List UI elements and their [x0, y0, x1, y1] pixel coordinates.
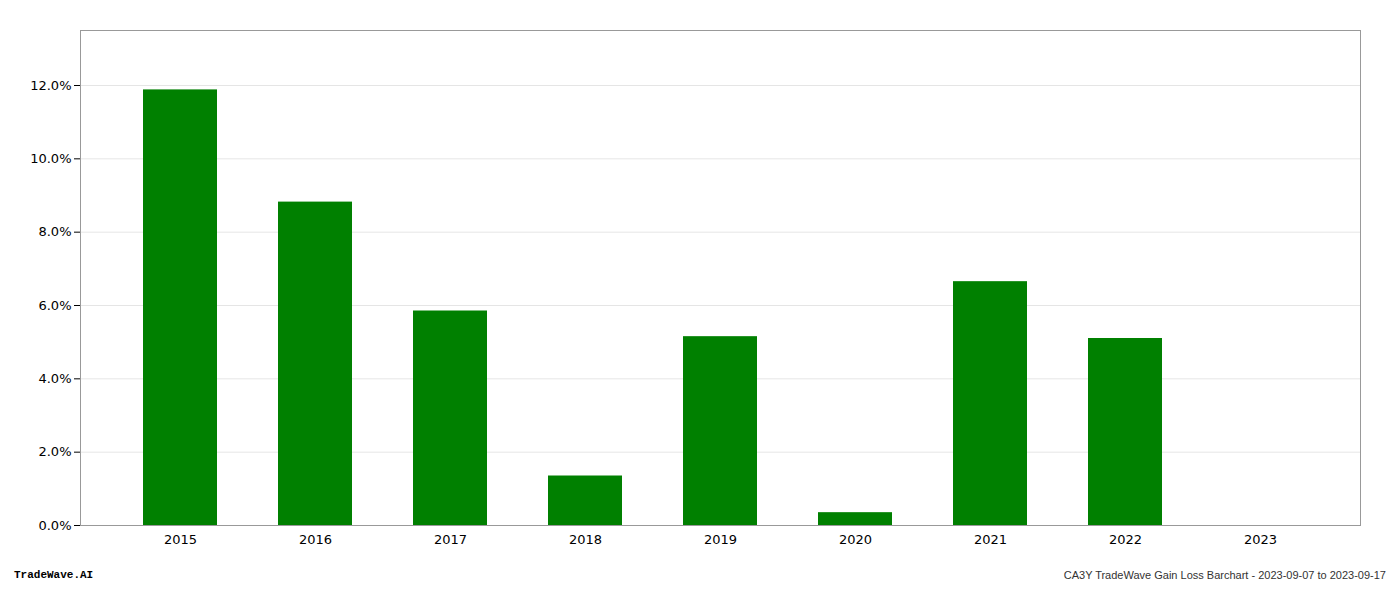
svg-text:2018: 2018	[569, 532, 602, 547]
svg-text:2020: 2020	[839, 532, 872, 547]
svg-text:2.0%: 2.0%	[38, 444, 71, 459]
svg-text:2017: 2017	[434, 532, 467, 547]
html-text:TradeWave.AI: TradeWave.AI	[14, 569, 94, 581]
svg-text:6.0%: 6.0%	[38, 298, 71, 313]
svg-text:2023: 2023	[1244, 532, 1277, 547]
svg-text:2015: 2015	[164, 532, 197, 547]
html-text:CA3Y TradeWave Gain Loss Barch: CA3Y TradeWave Gain Loss Barchart - 2023…	[1063, 569, 1386, 581]
svg-text:4.0%: 4.0%	[38, 371, 71, 386]
svg-text:2021: 2021	[974, 532, 1007, 547]
svg-text:0.0%: 0.0%	[38, 518, 71, 533]
svg-text:10.0%: 10.0%	[30, 151, 71, 166]
svg-text:12.0%: 12.0%	[30, 78, 71, 93]
svg-text:8.0%: 8.0%	[38, 224, 71, 239]
svg-text:2016: 2016	[299, 532, 332, 547]
svg-text:2019: 2019	[704, 532, 737, 547]
svg-text:2022: 2022	[1109, 532, 1142, 547]
